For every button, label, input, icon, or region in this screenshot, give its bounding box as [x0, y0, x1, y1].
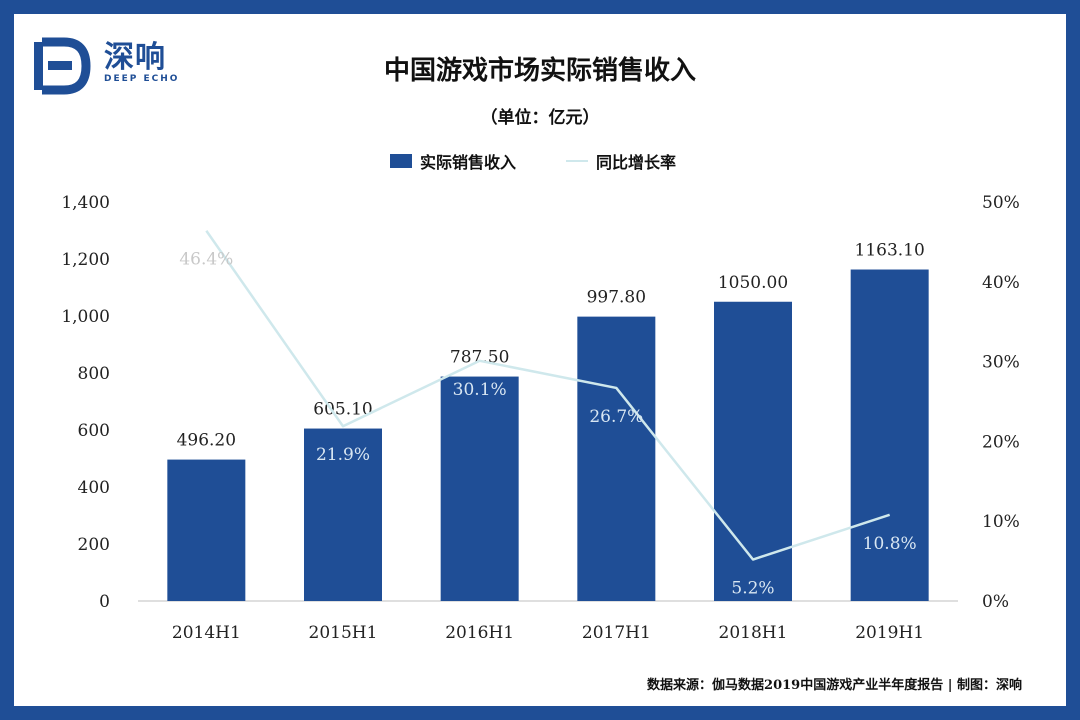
bar: [167, 459, 246, 601]
left-axis-tick-label: 200: [78, 535, 110, 555]
left-axis-tick-label: 0: [99, 592, 110, 612]
right-axis-tick-label: 40%: [982, 273, 1020, 293]
left-axis-tick-label: 1,000: [61, 307, 110, 327]
bar-value-label: 997.80: [587, 288, 646, 308]
growth-rate-label: 30.1%: [453, 380, 507, 400]
bar: [850, 269, 929, 601]
growth-rate-line: [205, 230, 891, 561]
chart-title: 中国游戏市场实际销售收入: [383, 56, 696, 86]
x-tick-label: 2017H1: [582, 623, 651, 643]
right-axis-tick-label: 30%: [982, 353, 1020, 373]
source-note: 数据来源：伽马数据2019中国游戏产业半年度报告 | 制图：深响: [647, 678, 1022, 693]
x-tick-label: 2018H1: [719, 623, 788, 643]
right-axis-tick-label: 50%: [982, 193, 1020, 213]
bar: [714, 301, 792, 601]
bar: [440, 376, 519, 601]
growth-rate-label: 46.4%: [179, 250, 233, 270]
chart-unit: （单位：亿元）: [480, 108, 600, 128]
legend-swatch-bar: [390, 154, 412, 168]
left-axis-tick-label: 1,200: [61, 250, 110, 270]
legend-label-bar: 实际销售收入: [420, 153, 517, 172]
bar: [304, 428, 382, 601]
left-axis-tick-label: 800: [78, 364, 110, 384]
right-axis-tick-label: 10%: [982, 512, 1020, 532]
bar-value-label: 496.20: [177, 431, 236, 451]
right-axis-tick-label: 20%: [982, 432, 1020, 452]
legend-swatch-line: [566, 160, 588, 162]
growth-rate-label: 5.2%: [731, 579, 774, 599]
x-tick-label: 2016H1: [445, 623, 514, 643]
growth-rate-label: 21.9%: [316, 445, 370, 465]
growth-rate-label: 26.7%: [589, 407, 643, 427]
bar-value-label: 1050.00: [718, 273, 788, 293]
left-axis-tick-label: 600: [78, 421, 110, 441]
x-tick-label: 2019H1: [855, 623, 924, 643]
brand-name: 深响: [104, 40, 166, 75]
x-tick-label: 2014H1: [172, 623, 241, 643]
x-tick-label: 2015H1: [309, 623, 378, 643]
bar: [577, 316, 656, 601]
growth-rate-label: 10.8%: [863, 534, 917, 554]
brand-logo: 深响 DEEP ECHO: [30, 30, 180, 100]
left-axis-tick-label: 1,400: [61, 193, 110, 213]
legend-label-line: 同比增长率: [596, 153, 677, 172]
deep-echo-logo-icon: [34, 37, 91, 95]
bar-value-label: 1163.10: [855, 241, 925, 261]
brand-sub: DEEP ECHO: [104, 74, 180, 84]
right-axis-tick-label: 0%: [982, 592, 1009, 612]
left-axis-tick-label: 400: [78, 478, 110, 498]
